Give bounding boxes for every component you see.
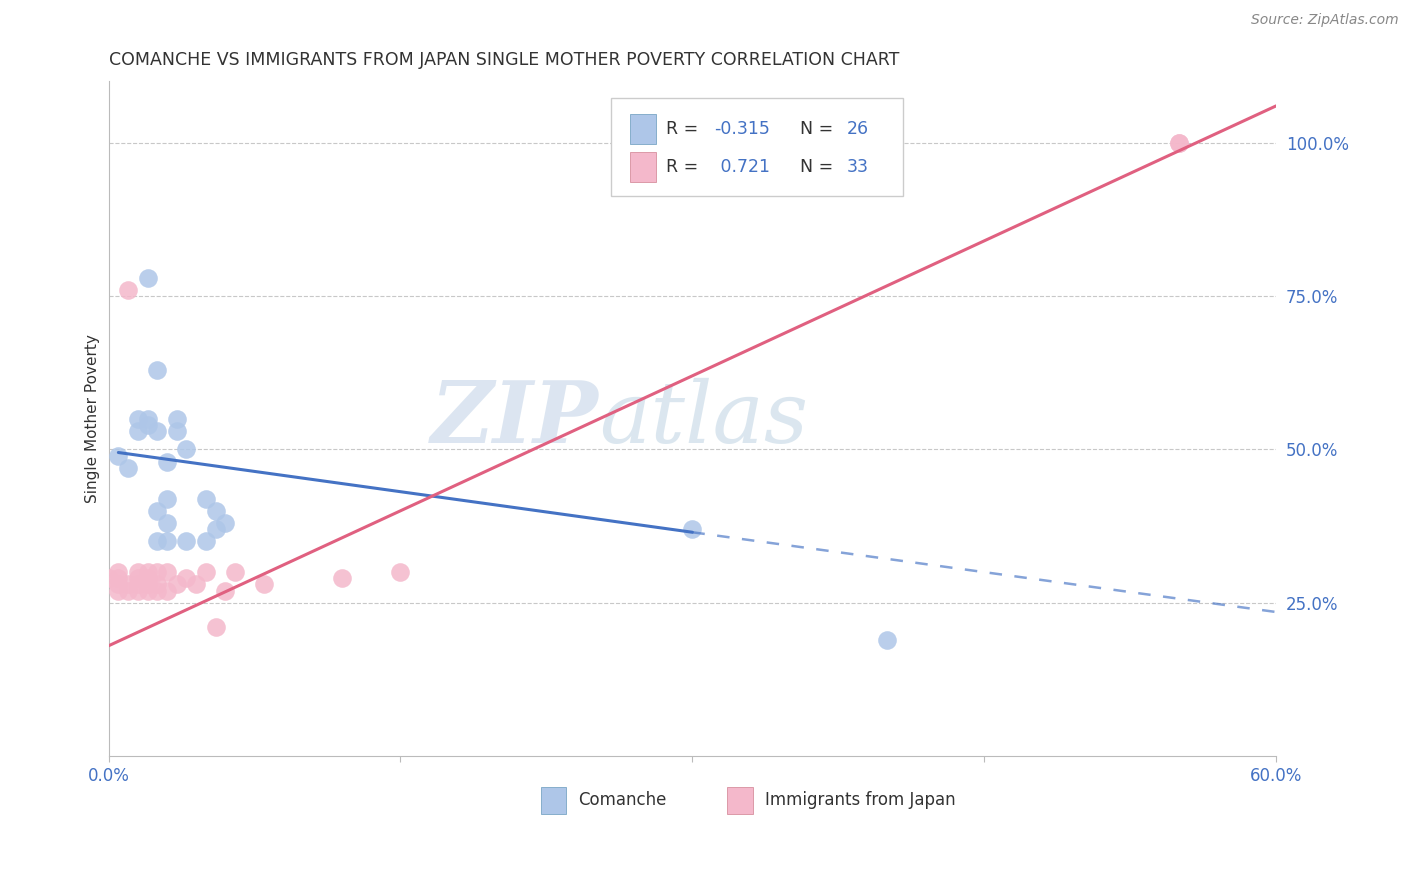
Point	[214, 583, 236, 598]
Point	[146, 534, 169, 549]
FancyBboxPatch shape	[540, 787, 567, 814]
Point	[127, 424, 149, 438]
Point	[194, 565, 217, 579]
Point	[136, 583, 159, 598]
Point	[330, 571, 353, 585]
Text: Immigrants from Japan: Immigrants from Japan	[765, 791, 955, 809]
Text: N =: N =	[800, 120, 838, 138]
Point	[204, 620, 226, 634]
Point	[1167, 136, 1189, 150]
Point	[127, 565, 149, 579]
Point	[224, 565, 246, 579]
Point	[166, 577, 188, 591]
Point	[156, 534, 179, 549]
Point	[107, 583, 129, 598]
Point	[107, 571, 129, 585]
Point	[204, 504, 226, 518]
Text: 33: 33	[846, 158, 869, 177]
Point	[136, 571, 159, 585]
Point	[166, 411, 188, 425]
Point	[194, 534, 217, 549]
Point	[146, 424, 169, 438]
Point	[186, 577, 208, 591]
Text: R =: R =	[665, 158, 703, 177]
Point	[107, 565, 129, 579]
Point	[204, 522, 226, 536]
Text: COMANCHE VS IMMIGRANTS FROM JAPAN SINGLE MOTHER POVERTY CORRELATION CHART: COMANCHE VS IMMIGRANTS FROM JAPAN SINGLE…	[108, 51, 898, 69]
FancyBboxPatch shape	[610, 98, 903, 196]
Point	[156, 455, 179, 469]
Point	[194, 491, 217, 506]
Point	[681, 522, 703, 536]
Point	[146, 362, 169, 376]
FancyBboxPatch shape	[630, 152, 657, 182]
Point	[117, 283, 139, 297]
Point	[1167, 136, 1189, 150]
Point	[156, 491, 179, 506]
Point	[156, 583, 179, 598]
Point	[107, 449, 129, 463]
Point	[97, 571, 120, 585]
Text: R =: R =	[665, 120, 703, 138]
Point	[136, 270, 159, 285]
Point	[214, 516, 236, 530]
Point	[107, 577, 129, 591]
Point	[146, 577, 169, 591]
Point	[156, 565, 179, 579]
Text: Comanche: Comanche	[578, 791, 666, 809]
Point	[389, 565, 412, 579]
Text: 0.721: 0.721	[714, 158, 769, 177]
Point	[127, 571, 149, 585]
Point	[117, 583, 139, 598]
Point	[146, 504, 169, 518]
Point	[253, 577, 276, 591]
Point	[166, 424, 188, 438]
Text: ZIP: ZIP	[432, 377, 599, 460]
FancyBboxPatch shape	[630, 114, 657, 145]
Point	[176, 571, 198, 585]
Point	[136, 417, 159, 432]
Text: 26: 26	[846, 120, 869, 138]
Point	[146, 565, 169, 579]
FancyBboxPatch shape	[727, 787, 754, 814]
Y-axis label: Single Mother Poverty: Single Mother Poverty	[86, 334, 100, 503]
Point	[127, 577, 149, 591]
Point	[127, 583, 149, 598]
Point	[136, 565, 159, 579]
Text: -0.315: -0.315	[714, 120, 770, 138]
Point	[176, 534, 198, 549]
Point	[156, 516, 179, 530]
Text: Source: ZipAtlas.com: Source: ZipAtlas.com	[1251, 13, 1399, 28]
Point	[876, 632, 898, 647]
Point	[117, 460, 139, 475]
Point	[136, 411, 159, 425]
Point	[176, 442, 198, 457]
Text: atlas: atlas	[599, 377, 808, 460]
Text: N =: N =	[800, 158, 838, 177]
Point	[117, 577, 139, 591]
Point	[146, 583, 169, 598]
Point	[127, 411, 149, 425]
Point	[136, 577, 159, 591]
